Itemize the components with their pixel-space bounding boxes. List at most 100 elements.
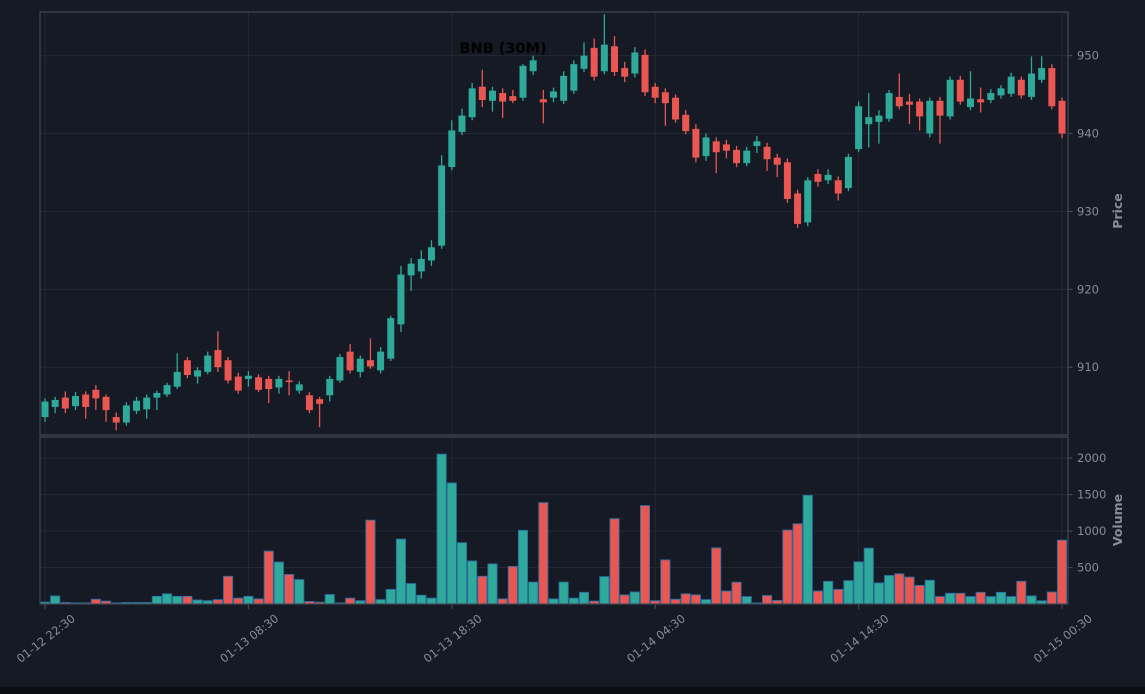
volume-bar-down [182,595,193,605]
candle-body [417,258,425,272]
candle-down [641,49,649,97]
volume-bar-up [599,576,610,605]
candle-up [377,346,385,374]
candle-body [346,351,354,371]
candle-body [743,150,751,164]
volume-bar-down [90,598,101,605]
candle-down [183,357,191,379]
candle-down [102,394,110,422]
volume-tick-label: 1000 [1077,524,1106,538]
candle-body [1058,100,1066,134]
candle-body [611,46,619,72]
candle-body [173,371,181,387]
candle-body [204,355,212,372]
volume-bar-up [375,599,386,605]
candle-up [926,97,934,138]
volume-bar-down [212,599,223,605]
candle-body [936,100,944,116]
volume-bar-up [172,595,183,605]
volume-bar-down [660,559,671,605]
candle-body [672,97,680,120]
candle-up [417,250,425,279]
volume-bar-down [253,598,264,605]
candle-body [865,117,873,125]
volume-bar-up [1026,595,1037,605]
volume-bar-down [934,596,946,605]
volume-bar-up [416,594,427,605]
volume-bar-up [945,592,956,605]
candle-body [926,100,934,134]
candle-down [234,372,242,394]
candle-body [305,395,313,411]
candle-body [824,174,832,181]
candle-body [366,360,374,367]
volume-bar-up [324,594,335,605]
candle-down [346,343,354,374]
volume-bar-up [924,579,935,605]
candle-body [143,397,151,410]
candle-down [712,137,720,174]
volume-bar-down [507,565,518,605]
candle-up [702,133,710,161]
volume-bar-down [914,584,925,605]
candle-up [631,47,639,78]
candle-up [204,351,212,375]
candle-body [112,417,120,423]
candle-body [946,79,954,117]
candle-down [82,391,90,419]
candle-body [265,378,273,390]
candle-down [895,73,903,110]
candle-body [682,114,690,132]
candle-up [194,367,202,384]
candle-up [244,371,252,387]
candle-up [580,42,588,72]
price-tick-label: 910 [1077,360,1099,374]
candle-down [224,357,232,384]
candle-body [82,394,90,407]
candle-body [550,91,557,98]
candle-down [834,176,842,201]
candle-body [509,96,517,101]
candle-body [570,64,578,91]
candle-body [956,79,964,102]
candle-body [448,130,456,168]
candle-down [672,94,680,123]
volume-bar-down [609,518,620,605]
volume-bar-up [456,542,468,605]
candle-down [590,38,598,81]
candle-body [794,193,802,224]
candle-body [804,180,812,223]
candle-up [824,169,832,185]
candle-down [499,88,507,118]
candle-body [763,146,771,160]
bottom-strip [0,687,1145,694]
volume-bar-up [741,596,752,605]
price-tick-label: 950 [1077,49,1099,63]
volume-bar-up [436,453,447,605]
candle-up [753,135,761,153]
candle-up [529,55,537,76]
volume-bar-up [568,597,579,605]
chart-title: BNB (30M) [459,41,546,57]
candle-body [651,86,659,98]
volume-bar-down [365,519,376,605]
candle-body [844,156,852,189]
candle-body [702,137,710,157]
candle-down [814,169,822,187]
volume-bar-down [619,594,630,605]
candle-up [1007,72,1015,97]
volume-bar-down [782,529,793,605]
candle-up [560,71,568,104]
candle-body [600,44,608,72]
volume-bar-up [294,579,305,605]
candle-body [336,357,344,381]
candle-body [244,375,252,379]
candle-body [895,96,903,107]
candle-body [712,141,720,153]
volume-bar-up [192,599,203,605]
candle-up [153,390,161,411]
candle-up [855,101,863,153]
candle-body [102,396,110,411]
